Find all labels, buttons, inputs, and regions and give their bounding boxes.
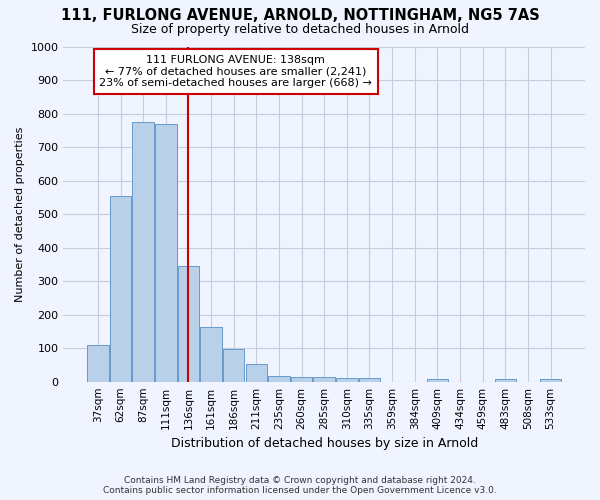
Bar [336, 378, 358, 382]
Bar [200, 327, 222, 382]
Text: 111, FURLONG AVENUE, ARNOLD, NOTTINGHAM, NG5 7AS: 111, FURLONG AVENUE, ARNOLD, NOTTINGHAM,… [61, 8, 539, 22]
Bar [268, 376, 290, 382]
Bar [540, 379, 561, 382]
Bar [133, 122, 154, 382]
Bar [110, 196, 131, 382]
Bar [155, 124, 176, 382]
X-axis label: Distribution of detached houses by size in Arnold: Distribution of detached houses by size … [170, 437, 478, 450]
Text: Size of property relative to detached houses in Arnold: Size of property relative to detached ho… [131, 22, 469, 36]
Bar [291, 377, 313, 382]
Text: Contains HM Land Registry data © Crown copyright and database right 2024.
Contai: Contains HM Land Registry data © Crown c… [103, 476, 497, 495]
Bar [359, 378, 380, 382]
Bar [245, 364, 267, 382]
Bar [223, 349, 244, 382]
Bar [494, 379, 516, 382]
Bar [427, 379, 448, 382]
Bar [313, 378, 335, 382]
Y-axis label: Number of detached properties: Number of detached properties [15, 126, 25, 302]
Bar [178, 266, 199, 382]
Bar [87, 345, 109, 382]
Text: 111 FURLONG AVENUE: 138sqm
← 77% of detached houses are smaller (2,241)
23% of s: 111 FURLONG AVENUE: 138sqm ← 77% of deta… [99, 55, 372, 88]
